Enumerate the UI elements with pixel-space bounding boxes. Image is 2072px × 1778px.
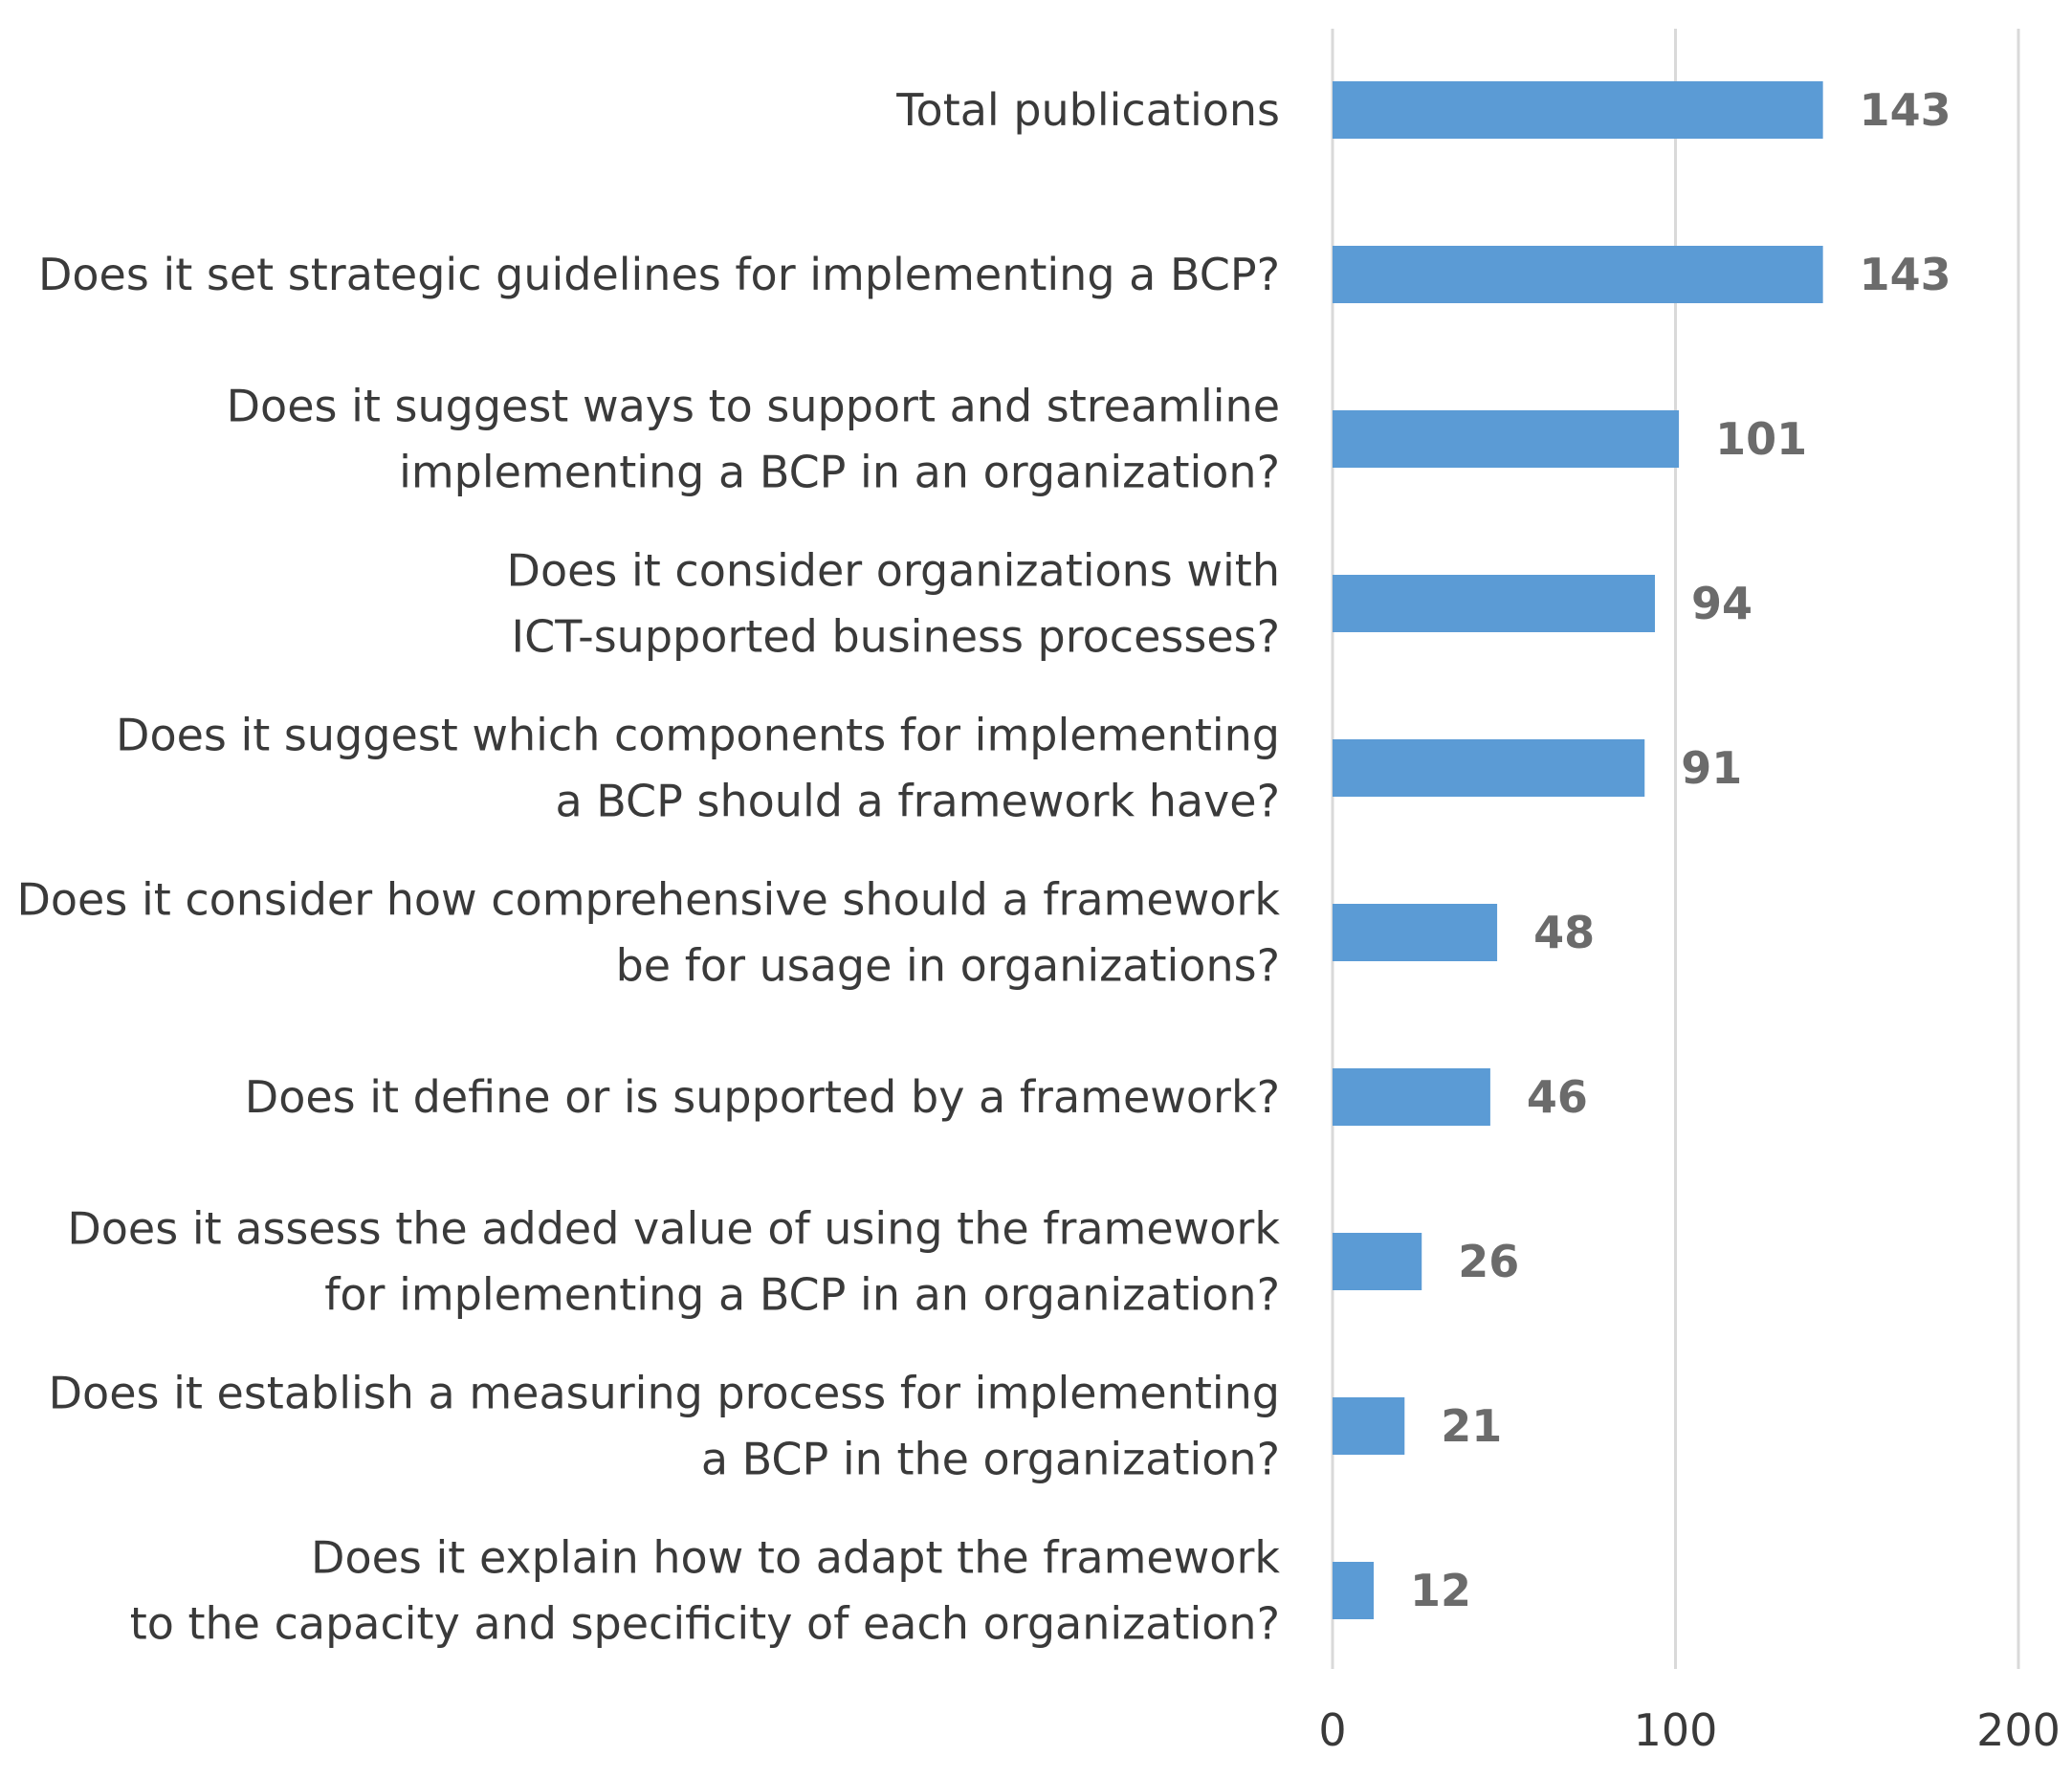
bar-9 xyxy=(1333,1562,1375,1619)
value-label-8: 21 xyxy=(1441,1400,1502,1452)
category-label-line: a BCP should a framework have? xyxy=(556,776,1281,827)
category-label-line: implementing a BCP in an organization? xyxy=(399,447,1280,498)
category-label-line: a BCP in the organization? xyxy=(701,1434,1280,1485)
bar-2 xyxy=(1333,410,1680,468)
category-label-9: Does it explain how to adapt the framewo… xyxy=(130,1532,1281,1650)
bar-7 xyxy=(1333,1233,1422,1290)
category-label-line: Does it suggest which components for imp… xyxy=(116,710,1280,761)
value-label-7: 26 xyxy=(1458,1236,1519,1287)
category-label-5: Does it consider how comprehensive shoul… xyxy=(16,874,1280,992)
bar-0 xyxy=(1333,81,1823,139)
value-label-3: 94 xyxy=(1691,578,1752,629)
category-label-line: Does it suggest ways to support and stre… xyxy=(227,381,1280,432)
category-label-line: for implementing a BCP in an organizatio… xyxy=(324,1269,1280,1321)
value-label-2: 101 xyxy=(1715,413,1807,465)
category-label-line: Does it consider how comprehensive shoul… xyxy=(16,874,1280,926)
bar-8 xyxy=(1333,1397,1405,1455)
x-tick-label-0: 0 xyxy=(1318,1704,1346,1756)
value-label-4: 91 xyxy=(1681,742,1742,794)
category-label-6: Does it define or is supported by a fram… xyxy=(245,1071,1280,1123)
category-label-0: Total publications xyxy=(895,84,1280,136)
category-label-line: Does it define or is supported by a fram… xyxy=(245,1071,1280,1123)
category-label-line: Does it consider organizations with xyxy=(507,545,1280,597)
bars xyxy=(1333,81,1823,1619)
category-label-line: Does it assess the added value of using … xyxy=(67,1203,1280,1255)
bar-5 xyxy=(1333,904,1498,961)
bar-1 xyxy=(1333,246,1823,303)
category-label-3: Does it consider organizations with ICT-s… xyxy=(507,545,1280,663)
category-label-2: Does it suggest ways to support and stre… xyxy=(227,381,1280,498)
value-label-0: 143 xyxy=(1860,84,1951,136)
value-label-9: 12 xyxy=(1410,1565,1471,1616)
category-label-line: to the capacity and specificity of each … xyxy=(130,1598,1280,1650)
x-axis-ticks: 0 100 200 xyxy=(1318,1704,2061,1756)
category-label-line: be for usage in organizations? xyxy=(616,940,1280,992)
value-label-6: 46 xyxy=(1527,1071,1588,1123)
value-label-1: 143 xyxy=(1860,249,1951,300)
category-label-1: Does it set strategic guidelines for imp… xyxy=(38,249,1280,300)
value-labels: 143 143 101 94 91 48 46 26 21 12 xyxy=(1410,84,1951,1616)
category-label-line: Does it establish a measuring process fo… xyxy=(49,1368,1280,1419)
x-tick-label-100: 100 xyxy=(1634,1704,1718,1756)
bar-3 xyxy=(1333,575,1655,632)
category-label-4: Does it suggest which components for imp… xyxy=(116,710,1280,827)
category-label-line: ICT-supported business processes? xyxy=(512,611,1280,663)
bar-6 xyxy=(1333,1068,1490,1126)
category-label-7: Does it assess the added value of using … xyxy=(67,1203,1280,1321)
value-label-5: 48 xyxy=(1533,907,1595,958)
category-label-8: Does it establish a measuring process fo… xyxy=(49,1368,1280,1485)
category-label-line: Does it explain how to adapt the framewo… xyxy=(311,1532,1280,1584)
category-label-line: Total publications xyxy=(895,84,1280,136)
category-label-line: Does it set strategic guidelines for imp… xyxy=(38,249,1280,300)
category-labels: Total publications Does it set strategic … xyxy=(16,84,1280,1650)
bar-4 xyxy=(1333,739,1645,797)
x-tick-label-200: 200 xyxy=(1976,1704,2061,1756)
